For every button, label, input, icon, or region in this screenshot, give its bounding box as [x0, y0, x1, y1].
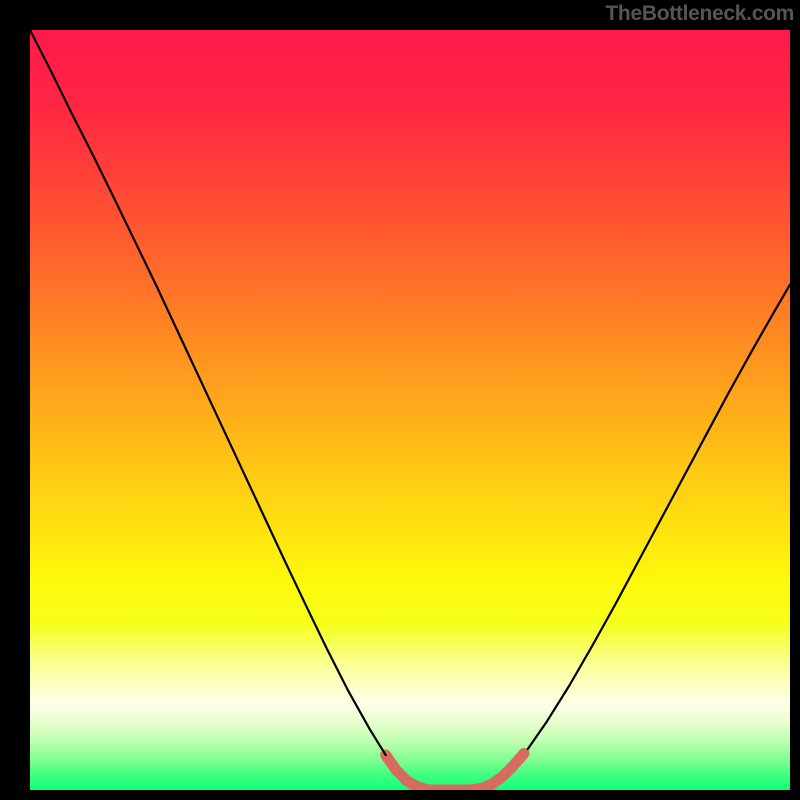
curve-left: [30, 30, 386, 755]
curve-right: [528, 285, 790, 749]
bottleneck-highlight-segment: [386, 754, 524, 790]
chart-container: TheBottleneck.com: [0, 0, 800, 800]
bottleneck-curve: [30, 30, 790, 790]
watermark-label: TheBottleneck.com: [605, 2, 794, 26]
plot-area: [30, 30, 790, 790]
